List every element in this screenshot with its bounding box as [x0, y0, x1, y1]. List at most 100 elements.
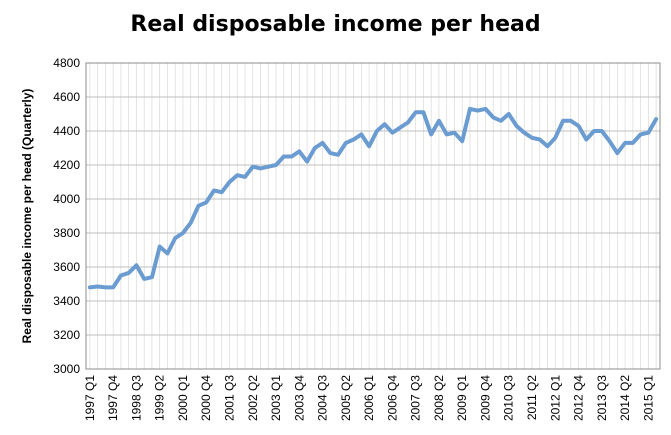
y-tick-label: 3800 — [53, 226, 80, 240]
y-tick-label: 4200 — [53, 158, 80, 172]
data-point — [282, 155, 285, 158]
y-tick-label: 4000 — [53, 192, 80, 206]
y-tick-label: 4600 — [53, 90, 80, 104]
data-point — [391, 131, 394, 134]
x-axis-tick-labels: 1997 Q1 1997 Q4 1998 Q3 1999 Q2 2000 Q1 2000 … — [83, 375, 655, 421]
data-point — [181, 231, 185, 235]
data-point — [205, 201, 208, 204]
data-point — [592, 129, 596, 133]
data-point — [647, 131, 650, 134]
x-tick-label: 1998 Q3 — [129, 375, 143, 421]
x-tick-label: 2000 Q1 — [176, 375, 190, 421]
data-point — [298, 150, 301, 153]
plot-area-border — [85, 62, 661, 370]
data-point — [274, 163, 278, 167]
data-point — [127, 271, 130, 275]
x-tick-label: 1997 Q4 — [106, 375, 120, 421]
data-point — [259, 167, 262, 170]
x-tick-label: 2008 Q2 — [432, 375, 446, 421]
data-point — [111, 286, 115, 289]
x-tick-label: 2010 Q3 — [502, 375, 516, 421]
data-point — [577, 124, 580, 128]
data-point — [321, 141, 324, 145]
data-point — [88, 286, 92, 289]
data-point — [398, 126, 402, 129]
data-point — [352, 138, 355, 141]
x-tick-label: 2014 Q2 — [618, 375, 632, 421]
y-axis-label: Real disposable income per head (Quarter… — [20, 89, 34, 344]
data-point — [96, 285, 99, 288]
y-tick-label: 4800 — [53, 56, 80, 70]
data-point — [197, 204, 200, 207]
data-point — [530, 136, 534, 139]
data-point — [616, 151, 619, 155]
y-tick-label: 4400 — [53, 124, 80, 138]
data-point — [546, 145, 549, 148]
x-tick-label: 2000 Q4 — [199, 375, 213, 421]
data-point — [212, 189, 216, 192]
data-point — [484, 107, 487, 111]
data-point — [499, 119, 503, 123]
data-point — [251, 165, 254, 168]
chart-title: Real disposable income per head — [130, 12, 541, 37]
x-tick-label: 2006 Q1 — [362, 375, 376, 421]
series-line — [87, 106, 659, 290]
data-point — [135, 264, 138, 267]
data-point — [414, 111, 417, 114]
x-tick-label: 1999 Q2 — [153, 375, 167, 421]
vertical-gridlines — [89, 63, 657, 369]
data-point — [515, 124, 518, 128]
data-point — [305, 160, 309, 163]
data-point — [228, 180, 231, 184]
x-tick-label: 2003 Q1 — [269, 375, 283, 421]
data-point — [507, 112, 510, 116]
y-tick-label: 3000 — [53, 362, 80, 376]
data-point — [313, 146, 317, 150]
data-point — [437, 119, 441, 123]
data-point — [166, 252, 169, 255]
data-point — [336, 153, 340, 156]
horizontal-gridlines — [86, 62, 660, 370]
data-point — [461, 140, 464, 143]
data-point — [654, 117, 658, 121]
data-point — [623, 141, 627, 145]
data-point — [142, 277, 146, 281]
data-point — [104, 286, 107, 289]
x-tick-label: 2015 Q1 — [641, 375, 655, 421]
data-point — [290, 155, 293, 158]
data-point — [267, 165, 270, 168]
y-tick-label: 3600 — [53, 260, 80, 274]
data-point — [453, 131, 456, 134]
data-point — [150, 276, 154, 279]
data-point — [220, 191, 223, 194]
data-point — [538, 138, 541, 141]
x-tick-label: 2009 Q4 — [478, 375, 492, 421]
data-point — [600, 129, 604, 133]
y-tick-label: 3400 — [53, 294, 80, 308]
data-point — [243, 175, 247, 179]
data-point — [422, 111, 425, 114]
x-tick-label: 2003 Q4 — [292, 375, 306, 421]
data-point — [468, 107, 472, 111]
data-point — [119, 274, 123, 277]
data-point — [406, 121, 410, 124]
data-point — [554, 136, 557, 139]
data-point — [189, 221, 192, 224]
y-tick-label: 3200 — [53, 328, 80, 342]
x-tick-label: 1997 Q1 — [83, 375, 97, 421]
data-point — [174, 236, 177, 240]
data-point — [383, 123, 386, 126]
data-point — [631, 141, 635, 145]
data-point — [445, 133, 448, 136]
x-tick-label: 2007 Q3 — [409, 375, 423, 421]
series-real-disposable-income — [87, 106, 659, 290]
x-tick-label: 2012 Q4 — [572, 375, 586, 421]
data-point — [236, 174, 239, 177]
data-point — [639, 133, 642, 136]
x-tick-label: 2013 Q3 — [595, 375, 609, 421]
x-tick-label: 2006 Q4 — [385, 375, 399, 421]
data-point — [375, 129, 379, 133]
x-tick-label: 2002 Q2 — [246, 375, 260, 421]
data-point — [492, 116, 495, 119]
